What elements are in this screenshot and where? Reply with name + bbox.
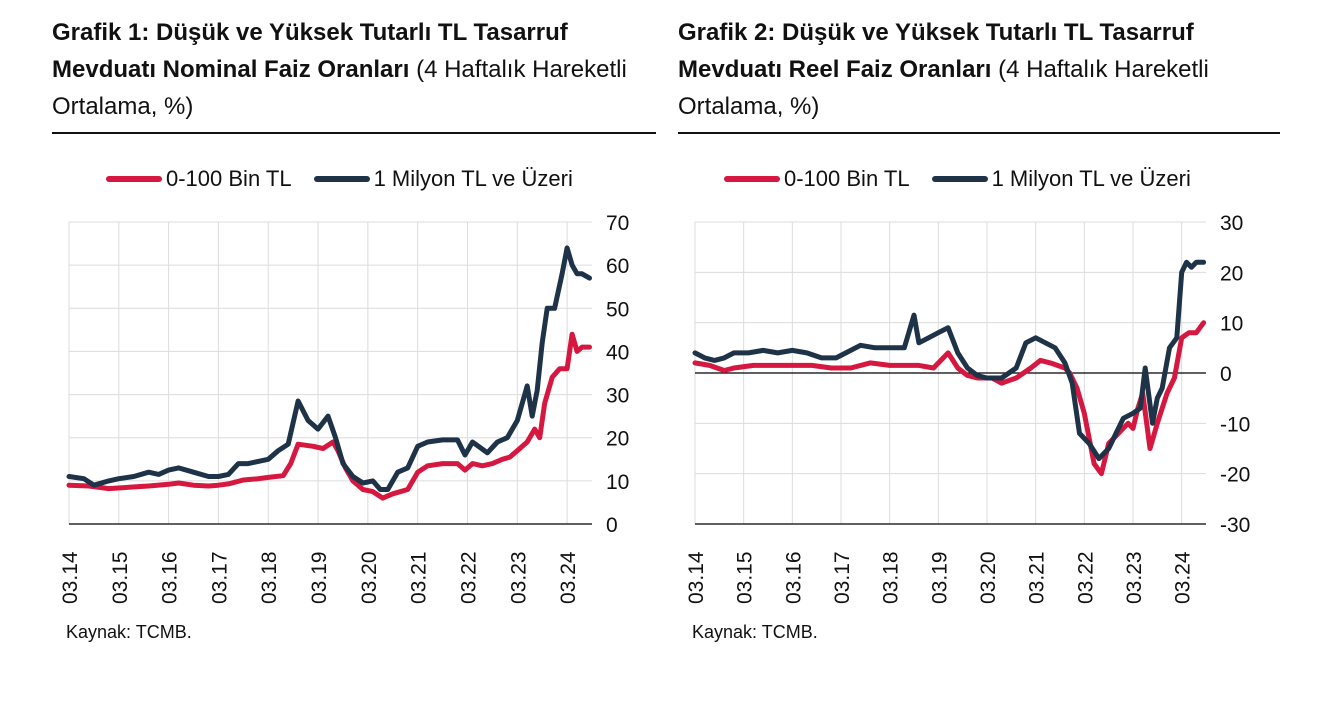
chart-panel-1: Grafik 1: Düşük ve Yüksek Tutarlı TL Tas… [52, 14, 656, 642]
source-note: Kaynak: TCMB. [66, 622, 192, 642]
x-tick-label: 03.21 [1026, 551, 1049, 604]
legend-item-high: 1 Milyon TL ve Üzeri [931, 166, 1191, 192]
y-tick-label: 30 [606, 385, 629, 408]
x-tick-label: 03.14 [685, 551, 708, 604]
y-tick-label: 60 [606, 255, 629, 278]
legend-swatch-red [106, 176, 162, 182]
chart-legend: 0-100 Bin TL 1 Milyon TL ve Üzeri [106, 166, 573, 192]
legend-label: 1 Milyon TL ve Üzeri [373, 166, 573, 191]
source-note: Kaynak: TCMB. [692, 622, 818, 642]
chart-title: Grafik 2: Düşük ve Yüksek Tutarlı TL Tas… [678, 14, 1280, 126]
line-chart-nominal: 0 10 20 30 40 50 60 70 03.14 03.15 03.16 03.17 03.18… [59, 212, 629, 604]
chart-title: Grafik 1: Düşük ve Yüksek Tutarlı TL Tas… [52, 14, 656, 126]
chart-title-bold: Grafik 2: Düşük ve Yüksek Tutarlı TL Tas… [678, 19, 1194, 83]
legend-label: 0-100 Bin TL [166, 166, 292, 191]
x-tick-label: 03.19 [928, 551, 951, 604]
x-tick-label: 03.24 [1172, 551, 1195, 604]
y-tick-label: 0 [606, 514, 618, 537]
x-tick-label: 03.22 [457, 551, 480, 604]
x-tick-label: 03.22 [1074, 551, 1097, 604]
y-tick-label: 50 [606, 298, 629, 321]
x-tick-label: 03.20 [977, 551, 1000, 604]
chart-title-subtitle: (4 Haftalık Hareketli Ortalama, %) [52, 56, 627, 120]
x-tick-label: 03.17 [831, 551, 854, 604]
y-tick-label: 40 [606, 341, 629, 364]
x-tick-label: 03.21 [408, 551, 431, 604]
legend-label: 1 Milyon TL ve Üzeri [991, 166, 1191, 191]
y-tick-label: 10 [1220, 313, 1243, 336]
legend-swatch-navy [931, 176, 988, 182]
series-line-low [692, 320, 1207, 477]
legend-item-high: 1 Milyon TL ve Üzeri [313, 166, 573, 192]
chart-legend: 0-100 Bin TL 1 Milyon TL ve Üzeri [724, 166, 1191, 192]
y-tick-label: 10 [606, 471, 629, 494]
legend-swatch-red [724, 176, 780, 182]
x-tick-label: 03.18 [880, 551, 903, 604]
x-tick-label: 03.24 [557, 551, 580, 604]
series-line-low [66, 331, 592, 501]
y-tick-label: 20 [1220, 262, 1243, 285]
y-tick-label: 20 [606, 428, 629, 451]
y-tick-label: -10 [1220, 413, 1250, 436]
y-tick-label: 70 [606, 212, 629, 235]
x-tick-label: 03.15 [109, 551, 132, 604]
chart-title-subtitle: (4 Haftalık Hareketli Ortalama, %) [678, 56, 1209, 120]
y-tick-label: -20 [1220, 464, 1250, 487]
legend-label: 0-100 Bin TL [784, 166, 910, 191]
legend-item-low: 0-100 Bin TL [724, 166, 910, 192]
series-line-high [692, 259, 1207, 462]
x-tick-label: 03.14 [59, 551, 82, 604]
x-tick-label: 03.16 [159, 551, 182, 604]
x-tick-label: 03.20 [358, 551, 381, 604]
x-tick-label: 03.23 [507, 551, 530, 604]
legend-swatch-navy [313, 176, 370, 182]
title-divider [52, 132, 656, 134]
y-tick-label: -30 [1220, 514, 1250, 537]
x-tick-label: 03.17 [208, 551, 231, 604]
legend-item-low: 0-100 Bin TL [106, 166, 292, 192]
y-tick-label: 0 [1220, 363, 1232, 386]
title-divider [678, 132, 1280, 134]
chart-panel-2: Grafik 2: Düşük ve Yüksek Tutarlı TL Tas… [678, 14, 1280, 642]
x-tick-label: 03.19 [308, 551, 331, 604]
chart-title-bold: Grafik 1: Düşük ve Yüksek Tutarlı TL Tas… [52, 19, 568, 83]
y-tick-label: 30 [1220, 212, 1243, 235]
x-tick-label: 03.23 [1123, 551, 1146, 604]
series-line-high [66, 245, 592, 492]
line-chart-real: -30 -20 -10 0 10 20 30 03.14 03.15 03.16 03.17 03.1… [685, 212, 1250, 604]
x-tick-label: 03.16 [782, 551, 805, 604]
x-tick-label: 03.15 [734, 551, 757, 604]
x-tick-label: 03.18 [258, 551, 281, 604]
